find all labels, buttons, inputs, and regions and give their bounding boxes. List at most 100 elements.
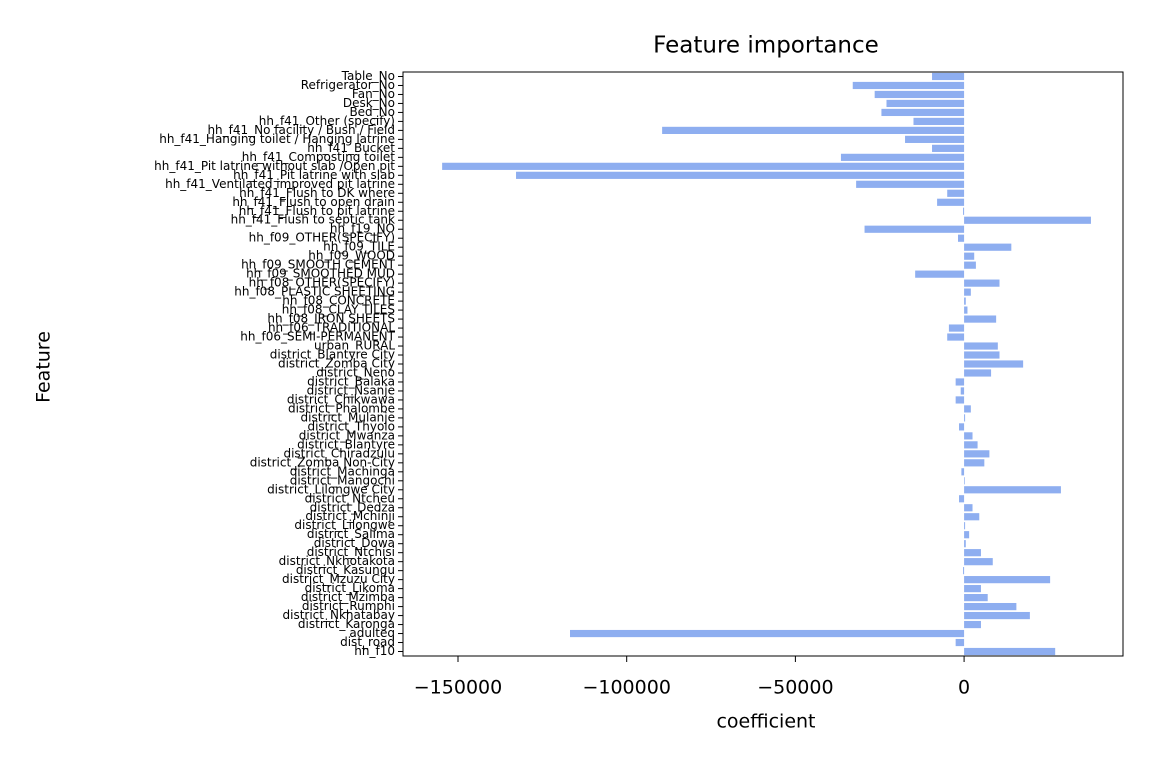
y-tick-label: dist_road [340, 635, 395, 649]
bar [964, 585, 981, 593]
y-tick-label: district_Mzimba [301, 590, 395, 604]
y-tick-label: district_Machinga [290, 464, 395, 478]
bar [915, 270, 965, 278]
plot-frame [402, 71, 1124, 657]
y-tick-label: district_Lilongwe City [267, 482, 395, 496]
bar [959, 495, 965, 503]
y-tick-label: hh_f41_Pit latrine with slab [233, 168, 395, 182]
bar [964, 441, 978, 449]
y-tick-label: hh_f08_CONCRETE [282, 294, 395, 308]
x-tick-label: −100000 [582, 677, 670, 699]
bar [840, 153, 965, 161]
y-tick-label: hh_f09_TILE [323, 240, 395, 254]
y-tick-label: hh_f08_PLASTIC SHEETING [234, 285, 395, 299]
bar [955, 378, 965, 386]
bar [964, 602, 1017, 611]
bar [932, 144, 965, 152]
y-tick-label: district_Mchinji [305, 509, 395, 523]
bar [964, 594, 988, 602]
y-tick-label: district_Nkhotakota [279, 554, 395, 568]
y-tick-label: hh_f06_SEMI-PERMANENT [240, 330, 395, 344]
y-tick-label: Table_No [341, 69, 395, 83]
y-tick-label: district_Blantyre [297, 437, 395, 451]
y-tick-label: hh_f41_Ventilated improved pit latrine [165, 177, 395, 191]
bar [964, 306, 968, 314]
y-tick-label: district_Dedza [310, 500, 395, 514]
x-tick-label: −50000 [757, 677, 833, 699]
bar [905, 135, 965, 143]
y-tick-label: hh_f41_Composting toilet [242, 150, 396, 164]
y-tick-label: district_Neno [316, 365, 395, 379]
bar [947, 333, 965, 341]
bar [852, 81, 965, 90]
bar [570, 629, 965, 638]
y-tick-label: Refrigerator_No [301, 78, 395, 92]
bar [948, 324, 965, 332]
y-tick-label: urban_RURAL [314, 339, 395, 353]
bar [964, 279, 1000, 287]
bar [964, 504, 973, 512]
y-tick-label: hh_f09_OTHER(SPECIFY) [249, 231, 395, 245]
y-tick-label: district_Blantyre City [270, 348, 395, 362]
y-tick-label: hh_f41_Flush to open drain [232, 195, 395, 209]
y-tick-label: district_Zomba City [278, 357, 395, 371]
bar [964, 647, 1056, 656]
bar [964, 432, 973, 440]
bar [964, 252, 975, 260]
bar [964, 297, 966, 305]
y-tick-label: district_Mulanje [301, 410, 395, 424]
y-tick-label: hh_f10 [354, 644, 395, 658]
bar [856, 180, 965, 188]
y-tick-label: district_Chiradzulu [283, 446, 395, 460]
bar [964, 243, 1012, 251]
y-tick-label: hh_f41_Pit latrine without slab /Open pi… [154, 159, 395, 173]
bar [964, 405, 971, 413]
bar [442, 162, 965, 170]
x-axis-label: coefficient [716, 711, 815, 733]
y-tick-label: hh_f41_Flush to DK where [239, 186, 395, 200]
bar [964, 531, 970, 539]
bar [881, 108, 965, 117]
bar [963, 567, 965, 575]
y-tick-label: hh_f41_Other (specify) [259, 114, 395, 128]
bar [964, 351, 1000, 359]
bar [964, 216, 1091, 224]
bar [964, 576, 1051, 584]
bar [937, 198, 965, 206]
bar [964, 315, 997, 323]
y-tick-label: Fan_No [352, 87, 395, 101]
bar [964, 620, 981, 629]
bar [964, 288, 971, 296]
y-tick-label: district_Mangochi [290, 473, 395, 487]
bar [864, 225, 965, 233]
y-tick-label: district_Dowa [314, 536, 395, 550]
y-tick-label: district_Mzuzu City [282, 572, 395, 586]
y-tick-label: Bed_No [349, 105, 395, 119]
y-tick-label: district_Phalombe [288, 401, 395, 415]
bar [961, 468, 965, 476]
y-tick-label: district_Likoma [305, 581, 395, 595]
y-tick-label: district_Ntcheu [305, 491, 395, 505]
bar [874, 90, 965, 99]
y-tick-label: hh_f41_Bucket [307, 141, 395, 155]
y-tick-label: hh_f08_OTHER(SPECIFY) [249, 276, 395, 290]
y-tick-label: hh_f09_SMOOTH CEMENT [241, 258, 396, 272]
bar [964, 477, 965, 485]
bar [964, 414, 966, 422]
bar [964, 369, 992, 377]
y-tick-label: hh_f08_IRON SHEETS [267, 312, 395, 326]
y-tick-label: district_Thyolo [307, 419, 395, 433]
y-tick-label: hh_f09_SMOOTHED MUD [246, 267, 395, 281]
y-tick-label: district_Kasungu [296, 563, 395, 577]
bar [964, 261, 976, 269]
bar [955, 638, 965, 647]
x-tick-label: −150000 [414, 677, 502, 699]
y-tick-label: district_Nkhatabay [283, 608, 396, 622]
bar [516, 171, 965, 179]
y-tick-label: district_Zomba Non-City [250, 455, 395, 469]
bar [964, 486, 1061, 494]
y-tick-label: district_Ntchisi [307, 545, 395, 559]
bar [955, 396, 965, 404]
bar [932, 72, 965, 81]
